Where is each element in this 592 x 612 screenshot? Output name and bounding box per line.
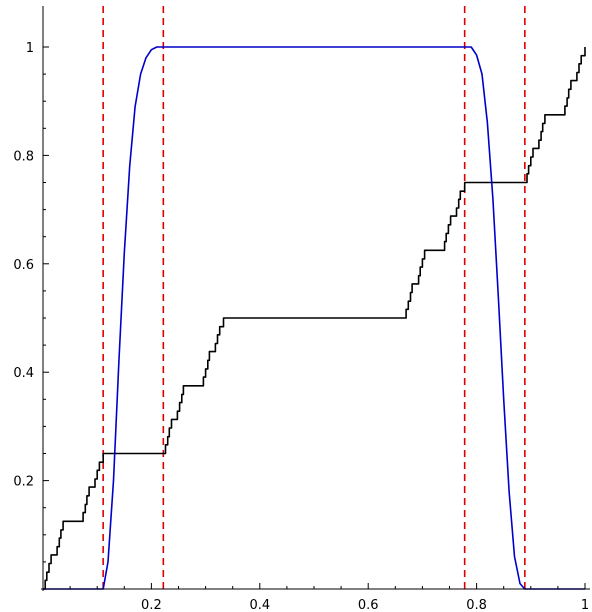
y-tick-label: 0.2 — [13, 475, 34, 490]
x-ticks: 0.2 0.4 0.6 0.8 1 — [69, 583, 589, 612]
x-tick-label: 1 — [581, 598, 589, 612]
x-tick-label: 0.4 — [249, 598, 270, 612]
bump-curve-line — [43, 46, 585, 590]
reference-lines — [102, 6, 526, 589]
y-tick-label: 1 — [26, 41, 34, 56]
series-group — [43, 46, 586, 590]
x-tick-label: 0.6 — [358, 598, 379, 612]
y-tick-label: 0.6 — [13, 258, 34, 273]
x-tick-label: 0.2 — [141, 598, 162, 612]
staircase-line — [43, 47, 586, 590]
plot-area — [43, 6, 586, 590]
y-tick-label: 0.4 — [13, 366, 34, 381]
x-tick-label: 0.8 — [466, 598, 487, 612]
axes: 0.2 0.4 0.6 0.8 1 0.2 0.4 0.6 0.8 1 — [13, 6, 590, 612]
y-tick-label: 0.8 — [13, 149, 34, 164]
y-ticks: 0.2 0.4 0.6 0.8 1 — [13, 41, 49, 563]
